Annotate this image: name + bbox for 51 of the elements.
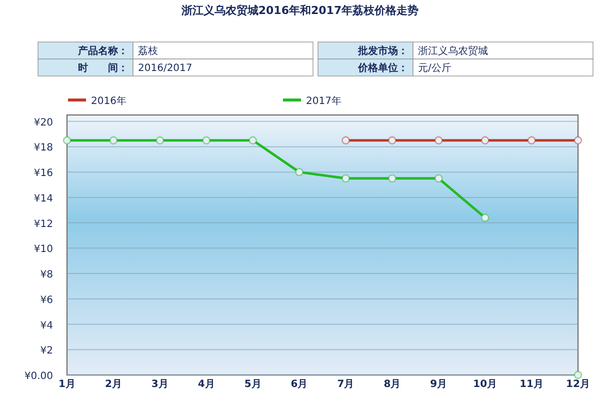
text: 产品名称： — [77, 45, 128, 57]
y-tick-label: ¥20 — [34, 117, 53, 128]
point — [480, 136, 490, 144]
legend-label: 2016年 — [91, 95, 126, 107]
text: 时 间： — [78, 62, 128, 74]
text: 2016/2017 — [138, 63, 192, 74]
point — [295, 168, 304, 176]
point — [156, 136, 164, 144]
text: 荔枝 — [138, 45, 158, 57]
x-tick-label: 10月 — [473, 379, 498, 390]
x-tick-label: 8月 — [384, 379, 401, 390]
y-tick-label: ¥18 — [34, 142, 53, 154]
point — [574, 370, 582, 380]
y-tick-label: ¥6 — [40, 294, 53, 306]
y-tick-label: ¥8 — [40, 270, 53, 281]
point — [574, 136, 582, 144]
point — [342, 174, 350, 183]
text: 价格单位： — [357, 62, 408, 74]
point — [434, 174, 443, 183]
x-tick-label: 2月 — [104, 379, 122, 390]
y-tick-label: ¥2 — [40, 346, 53, 357]
x-tick-label: 7月 — [337, 379, 354, 390]
point — [342, 136, 350, 144]
point — [109, 136, 118, 144]
x-tick-label: 5月 — [244, 379, 262, 390]
chart-title: 浙江义乌农贸城2016年和2017年荔枝价格走势 — [180, 4, 419, 17]
y-tick-label: ¥16 — [34, 168, 53, 180]
x-tick-label: 9月 — [430, 379, 448, 390]
point — [62, 136, 72, 144]
point — [388, 174, 396, 183]
text: 浙江义乌农贸城 — [418, 45, 488, 57]
x-tick-label: 1月 — [58, 379, 76, 390]
y-tick-label: ¥14 — [34, 193, 53, 204]
point — [248, 136, 257, 144]
x-tick-label: 3月 — [151, 379, 168, 390]
text: 批发市场： — [357, 45, 408, 57]
x-tick-label: 6月 — [290, 379, 308, 390]
point — [480, 214, 490, 222]
point — [388, 136, 396, 144]
point — [527, 136, 536, 144]
x-tick-label: 12月 — [566, 379, 590, 390]
x-tick-label: 4月 — [198, 379, 215, 390]
y-tick-label: ¥12 — [34, 218, 53, 230]
legend-label: 2017年 — [306, 95, 342, 107]
point — [202, 136, 210, 144]
text: 元/公斤 — [418, 62, 452, 74]
point — [434, 136, 443, 144]
y-tick-label: ¥0.00 — [24, 371, 53, 382]
y-tick-label: ¥10 — [34, 244, 53, 256]
x-tick-label: 11月 — [520, 379, 544, 390]
y-tick-label: ¥4 — [40, 320, 53, 332]
